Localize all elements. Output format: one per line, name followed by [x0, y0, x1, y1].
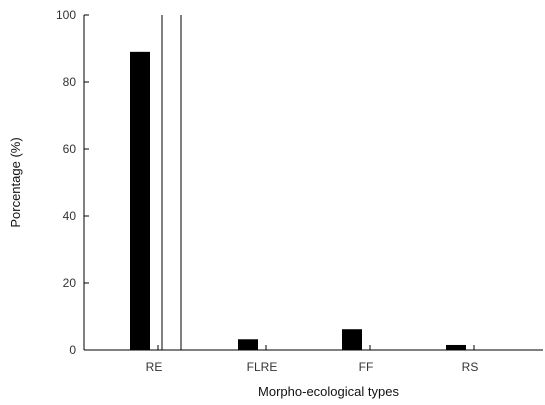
bar-re: [130, 51, 150, 350]
y-tick-label: 0: [69, 343, 76, 357]
y-axis-label: Porcentage (%): [8, 137, 23, 227]
y-tick-label: 40: [63, 209, 77, 223]
y-tick-label: 100: [56, 8, 76, 22]
x-axis-label: Morpho-ecological types: [258, 384, 399, 399]
y-tick-label: 80: [63, 75, 77, 89]
y-tick-label: 20: [63, 276, 77, 290]
x-tick-label: RS: [462, 360, 479, 374]
bar-rs: [446, 344, 466, 350]
x-tick-label: RE: [146, 360, 163, 374]
bar-ff: [342, 329, 362, 350]
x-axis: RE FLRE FF RS: [84, 349, 543, 374]
x-tick-label: FF: [359, 360, 374, 374]
y-axis: 0 20 40 60 80 100: [56, 8, 89, 357]
bar-flre: [238, 339, 258, 350]
y-tick-label: 60: [63, 142, 77, 156]
x-tick-label: FLRE: [247, 360, 278, 374]
bar-marks: [130, 15, 475, 350]
